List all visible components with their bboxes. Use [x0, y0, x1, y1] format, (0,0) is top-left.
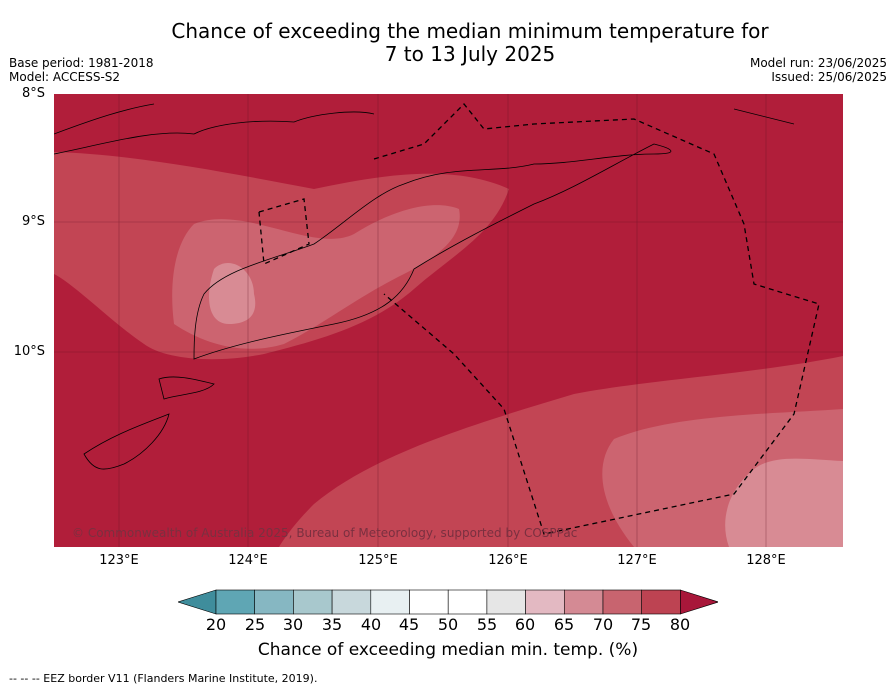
- colorbar-tick: 20: [205, 615, 227, 634]
- meta-left: Base period: 1981-2018 Model: ACCESS-S2: [9, 56, 154, 84]
- colorbar-cell: [293, 589, 333, 615]
- eez-footnote: -- -- -- EEZ border V11 (Flanders Marine…: [9, 672, 318, 685]
- colorbar-cell: [370, 589, 410, 615]
- colorbar-tick: 75: [630, 615, 652, 634]
- colorbar-tick: 30: [282, 615, 304, 634]
- colorbar-extend-high: [680, 589, 718, 615]
- colorbar-tick: 55: [476, 615, 498, 634]
- title-line-1: Chance of exceeding the median minimum t…: [171, 19, 769, 43]
- model-run: Model run: 23/06/2025: [749, 56, 887, 70]
- colorbar-tick: 50: [437, 615, 459, 634]
- colorbar-cell: [409, 589, 449, 615]
- base-period: Base period: 1981-2018: [9, 56, 154, 70]
- colorbar-cell: [215, 589, 256, 615]
- colorbar-cell: [641, 589, 681, 615]
- colorbar-tick: 35: [321, 615, 343, 634]
- colorbar-extend-low: [178, 589, 217, 615]
- colorbar-cells: [178, 589, 718, 615]
- colorbar-tick: 45: [398, 615, 420, 634]
- colorbar-cell: [563, 589, 604, 615]
- lon-label-125e: 125°E: [358, 553, 398, 568]
- copyright-notice: © Commonwealth of Australia 2025, Bureau…: [72, 526, 578, 540]
- colorbar-tick: 40: [360, 615, 382, 634]
- lat-label-10s: 10°S: [13, 344, 45, 359]
- colorbar-cell: [525, 589, 565, 615]
- lat-label-8s: 8°S: [21, 86, 45, 101]
- model-name: Model: ACCESS-S2: [9, 70, 121, 84]
- roti-island-coast: [158, 376, 215, 400]
- colorbar-cell: [447, 589, 488, 615]
- meta-right: Model run: 23/06/2025 Issued: 25/06/2025: [750, 56, 887, 84]
- eez-border: [258, 103, 820, 535]
- lat-label-9s: 9°S: [21, 214, 45, 229]
- colorbar-cell: [602, 589, 643, 615]
- colorbar-tick: 70: [592, 615, 614, 634]
- colorbar-tick: 60: [514, 615, 536, 634]
- colorbar-cell: [486, 589, 526, 615]
- probability-map: [54, 94, 843, 547]
- issued-date: Issued: 25/06/2025: [771, 70, 887, 84]
- contour-65-70-west: [209, 263, 256, 324]
- contour-65-70-south: [725, 458, 843, 547]
- northern-islands-coast: [54, 103, 375, 155]
- lon-label-126e: 126°E: [488, 553, 528, 568]
- colorbar-tick: 80: [669, 615, 691, 634]
- colorbar-cell: [254, 589, 294, 615]
- lon-label-127e: 127°E: [617, 553, 657, 568]
- lon-label-124e: 124°E: [228, 553, 268, 568]
- graticule: [54, 94, 843, 547]
- map-title: Chance of exceeding the median minimum t…: [0, 20, 896, 66]
- lon-label-128e: 128°E: [746, 553, 786, 568]
- sumba-island-coast: [83, 413, 170, 470]
- colorbar-tick: 65: [553, 615, 575, 634]
- title-line-2: 7 to 13 July 2025: [384, 42, 556, 66]
- colorbar-tick: 25: [244, 615, 266, 634]
- ne-islands-coast: [733, 108, 795, 125]
- colorbar-label: Chance of exceeding median min. temp. (%…: [257, 640, 639, 660]
- lon-label-123e: 123°E: [99, 553, 139, 568]
- colorbar-cell: [331, 589, 372, 615]
- colorbar: [178, 589, 718, 615]
